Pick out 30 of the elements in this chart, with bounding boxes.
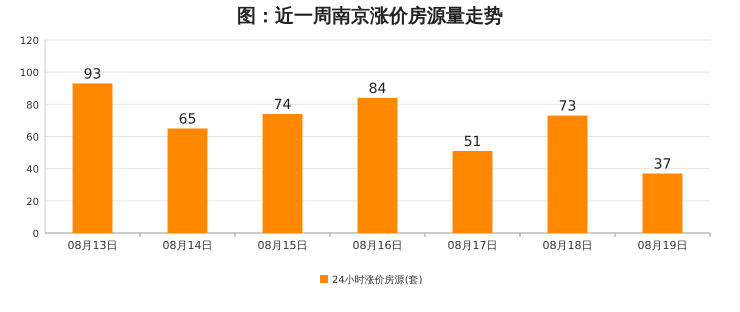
x-tick-label: 08月17日 (448, 239, 498, 252)
x-tick-label: 08月16日 (352, 239, 402, 252)
x-tick-label: 08月13日 (68, 239, 118, 252)
data-label: 51 (464, 134, 482, 150)
bar (642, 173, 682, 233)
x-tick-label: 08月19日 (638, 239, 688, 252)
data-label: 37 (654, 156, 672, 172)
data-label: 84 (368, 80, 386, 97)
y-tick-label: 60 (26, 132, 39, 144)
x-tick-label: 08月15日 (258, 239, 308, 252)
bar (358, 98, 398, 233)
data-label: 65 (178, 111, 196, 128)
x-tick-label: 08月18日 (542, 239, 592, 252)
y-tick-label: 0 (32, 229, 39, 240)
data-label: 74 (274, 96, 292, 113)
data-label: 73 (558, 98, 576, 115)
bar (548, 116, 588, 233)
bar (72, 83, 112, 233)
bar (262, 114, 302, 233)
y-tick-label: 120 (20, 36, 39, 47)
bar (168, 128, 208, 233)
y-tick-label: 20 (26, 196, 39, 208)
x-tick-label: 08月14日 (162, 239, 212, 252)
chart-title: 图：近一周南京涨价房源量走势 (237, 5, 503, 27)
legend-label: 24小时涨价房源(套) (332, 274, 423, 286)
y-tick-label: 100 (20, 68, 39, 80)
y-tick-label: 40 (26, 164, 39, 176)
bar (452, 150, 492, 233)
data-label: 93 (84, 66, 102, 82)
y-tick-label: 80 (26, 100, 39, 112)
